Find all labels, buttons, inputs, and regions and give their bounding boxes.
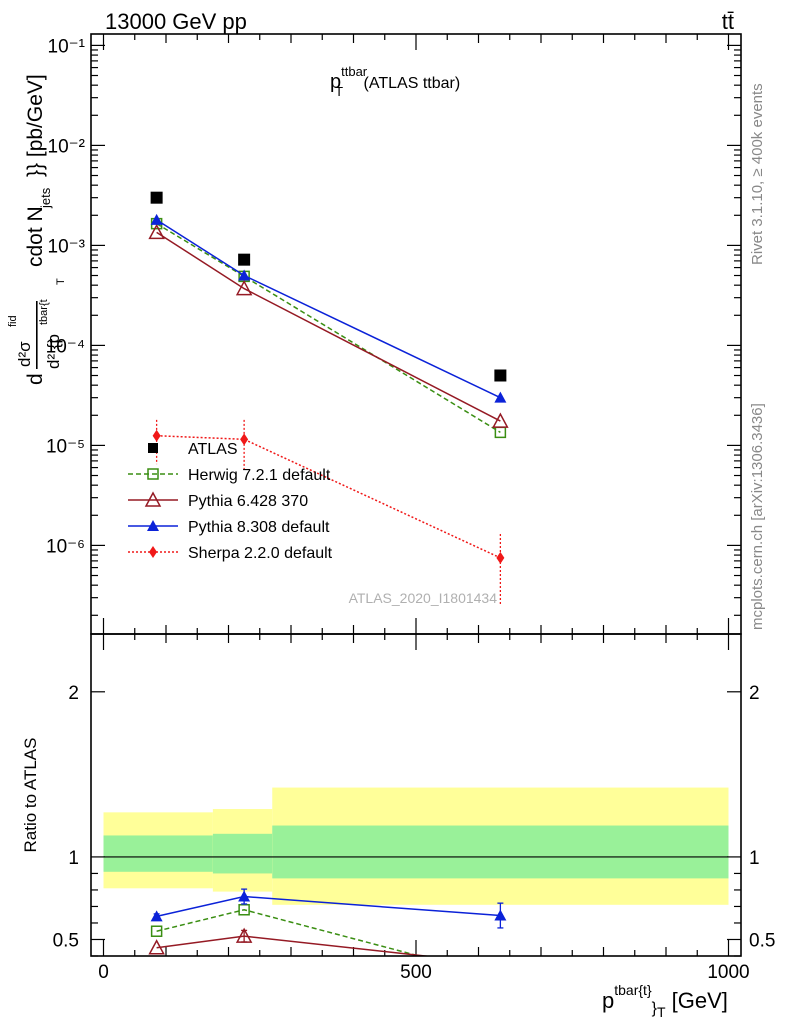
x-tick-label: 500: [400, 962, 432, 983]
plot-title-main: p: [330, 71, 341, 93]
axis-ticks: 10⁻¹ 10⁻² 10⁻³ 10⁻⁴ 10⁻⁵ 10⁻⁶ 2 2 1 1 0.5 0.5 0 500 10…: [46, 34, 775, 983]
lower-panel-series: [148, 888, 507, 956]
energy-label: 13000 GeV pp: [105, 9, 247, 34]
ratio-series-marker: [238, 904, 250, 916]
upper-y-tick-label: 10⁻⁶: [46, 536, 85, 557]
upper-y-label-den: d² {p: [44, 334, 63, 369]
ratio-band-inner: [103, 835, 213, 872]
ratio-series-marker: [235, 927, 253, 943]
lower-y-tick-label-right: 0.5: [749, 930, 775, 951]
legend-marker: [147, 520, 159, 531]
upper-series-marker: [492, 412, 509, 428]
legend-label: Pythia 6.428 370: [188, 493, 308, 510]
plot-title-suffix: (ATLAS ttbar): [359, 75, 460, 92]
upper-y-label-unit: }} [pb/GeV]: [24, 74, 47, 177]
ratio-series-marker: [494, 909, 507, 921]
lower-y-tick-label: 0.5: [53, 930, 79, 951]
legend-label: Pythia 8.308 default: [188, 519, 330, 536]
ratio-series-marker: [238, 890, 251, 902]
upper-y-label-fid: fid: [7, 315, 19, 327]
legend-marker: [147, 468, 159, 480]
ratio-series-marker: [148, 939, 165, 955]
plot-title-sub: T: [335, 84, 343, 99]
upper-y-label-den-sub: T: [55, 278, 67, 285]
legend-label: ATLAS: [188, 441, 238, 458]
upper-y-axis-label: d d²σ fid d² {p tbar{t T cdot N jets }} …: [7, 74, 67, 385]
mcplots-label: mcplots.cern.ch [arXiv:1306.3436]: [749, 403, 766, 630]
upper-y-tick-label: 10⁻¹: [48, 36, 86, 57]
upper-series-marker: [152, 429, 161, 442]
legend-label: Sherpa 2.2.0 default: [188, 545, 333, 562]
upper-series-line: [156, 231, 501, 422]
upper-y-label-jets: jets: [38, 187, 53, 209]
x-label-unit: [GeV]: [666, 988, 728, 1013]
atlas-data-marker: [494, 369, 507, 382]
rivet-label: Rivet 3.1.10, ≥ 400k events: [749, 83, 766, 265]
x-label-sub2: T: [657, 1004, 666, 1020]
upper-series-marker: [240, 433, 249, 446]
lower-y-tick-label: 2: [68, 683, 79, 704]
upper-series-line: [156, 434, 501, 559]
x-label-main: p: [602, 988, 614, 1013]
ratio-series-marker: [150, 925, 163, 937]
upper-series-line: [156, 223, 501, 434]
ratio-band-inner: [272, 825, 729, 879]
x-tick-label: 1000: [707, 962, 749, 983]
upper-y-tick-label: 10⁻⁵: [46, 436, 85, 457]
legend-marker: [149, 546, 157, 558]
upper-series-marker: [238, 269, 251, 281]
upper-series-marker: [496, 551, 505, 564]
x-label-sub1: }: [652, 1000, 658, 1017]
upper-y-label-sigma: d²σ: [15, 341, 34, 367]
ratio-uncertainty-bands: [103, 787, 729, 905]
upper-y-label-top: cdot N: [24, 206, 47, 267]
upper-y-tick-label: 10⁻⁴: [46, 336, 85, 357]
plot-title: pttbar T (ATLAS ttbar): [330, 64, 460, 99]
upper-y-tick-label: 10⁻²: [48, 136, 86, 157]
upper-series-marker: [150, 213, 163, 225]
lower-y-tick-label-right: 1: [749, 848, 760, 869]
upper-series-marker: [235, 279, 253, 296]
lower-y-axis-label: Ratio to ATLAS: [21, 738, 40, 853]
ratio-band-inner: [212, 833, 273, 874]
legend-marker: [144, 491, 162, 507]
x-axis-label: ptbar{t}}T [GeV]: [602, 982, 728, 1020]
ratio-series-marker: [150, 910, 163, 922]
x-tick-label: 0: [98, 962, 109, 983]
legend-marker: [148, 443, 158, 453]
process-label: tt̄: [722, 9, 734, 34]
upper-y-tick-label: 10⁻³: [48, 236, 86, 257]
analysis-watermark: ATLAS_2020_I1801434: [349, 590, 498, 606]
atlas-data-marker: [238, 253, 251, 266]
lower-panel-frame: [90, 633, 742, 957]
plot-title-sup: ttbar: [341, 64, 368, 79]
legend-label: Herwig 7.2.1 default: [188, 467, 331, 484]
lower-y-tick-label-right: 2: [749, 683, 760, 704]
upper-series-marker: [494, 391, 507, 403]
upper-series-marker: [148, 223, 165, 240]
legend: ATLAS Herwig 7.2.1 default Pythia 6.428 37…: [128, 441, 333, 562]
upper-y-label-num: d: [24, 373, 47, 385]
lower-y-tick-label: 1: [68, 848, 79, 869]
x-label-sup: tbar{t}: [614, 982, 652, 998]
lower-series-clipped: [148, 888, 507, 956]
upper-y-label-den-sup: tbar{t: [38, 299, 50, 325]
upper-panel-series: [148, 191, 509, 606]
atlas-data-marker: [150, 191, 163, 204]
